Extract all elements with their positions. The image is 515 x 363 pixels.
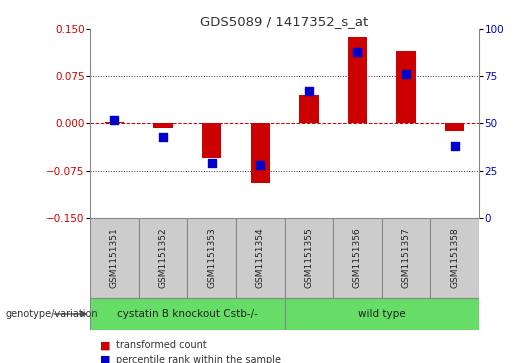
Text: GSM1151352: GSM1151352 (159, 227, 167, 288)
Bar (90, 298, 284, 330)
Bar (284, 218, 333, 298)
Point (353, 49, 362, 54)
Text: transformed count: transformed count (116, 340, 207, 350)
Bar (139, 218, 187, 298)
Text: GSM1151357: GSM1151357 (402, 227, 410, 288)
Text: GSM1151358: GSM1151358 (450, 227, 459, 288)
Text: percentile rank within the sample: percentile rank within the sample (116, 355, 281, 363)
Bar (90, 218, 139, 298)
Text: GSM1151353: GSM1151353 (207, 227, 216, 288)
Text: ■: ■ (100, 355, 111, 363)
Bar (382, 218, 431, 298)
Point (402, 72, 410, 77)
Bar (105, 122, 124, 123)
Text: GSM1151354: GSM1151354 (256, 227, 265, 288)
Point (159, 134, 167, 139)
Bar (153, 123, 173, 129)
Point (451, 143, 459, 149)
Text: GSM1151355: GSM1151355 (304, 227, 313, 288)
Text: ■: ■ (100, 340, 111, 350)
Bar (236, 218, 284, 298)
Point (208, 160, 216, 166)
Text: wild type: wild type (358, 309, 405, 319)
Bar (397, 51, 416, 123)
Point (110, 117, 118, 123)
Text: GSM1151356: GSM1151356 (353, 227, 362, 288)
Text: GSM1151351: GSM1151351 (110, 227, 119, 288)
Text: genotype/variation: genotype/variation (5, 309, 98, 319)
Point (305, 89, 313, 94)
Text: cystatin B knockout Cstb-/-: cystatin B knockout Cstb-/- (117, 309, 258, 319)
Title: GDS5089 / 1417352_s_at: GDS5089 / 1417352_s_at (200, 15, 369, 28)
Bar (431, 218, 479, 298)
Point (256, 162, 264, 168)
Bar (250, 123, 270, 183)
Bar (202, 123, 221, 158)
Bar (299, 95, 319, 123)
Bar (348, 37, 367, 123)
Bar (284, 298, 479, 330)
Bar (445, 123, 465, 131)
Bar (333, 218, 382, 298)
Bar (187, 218, 236, 298)
